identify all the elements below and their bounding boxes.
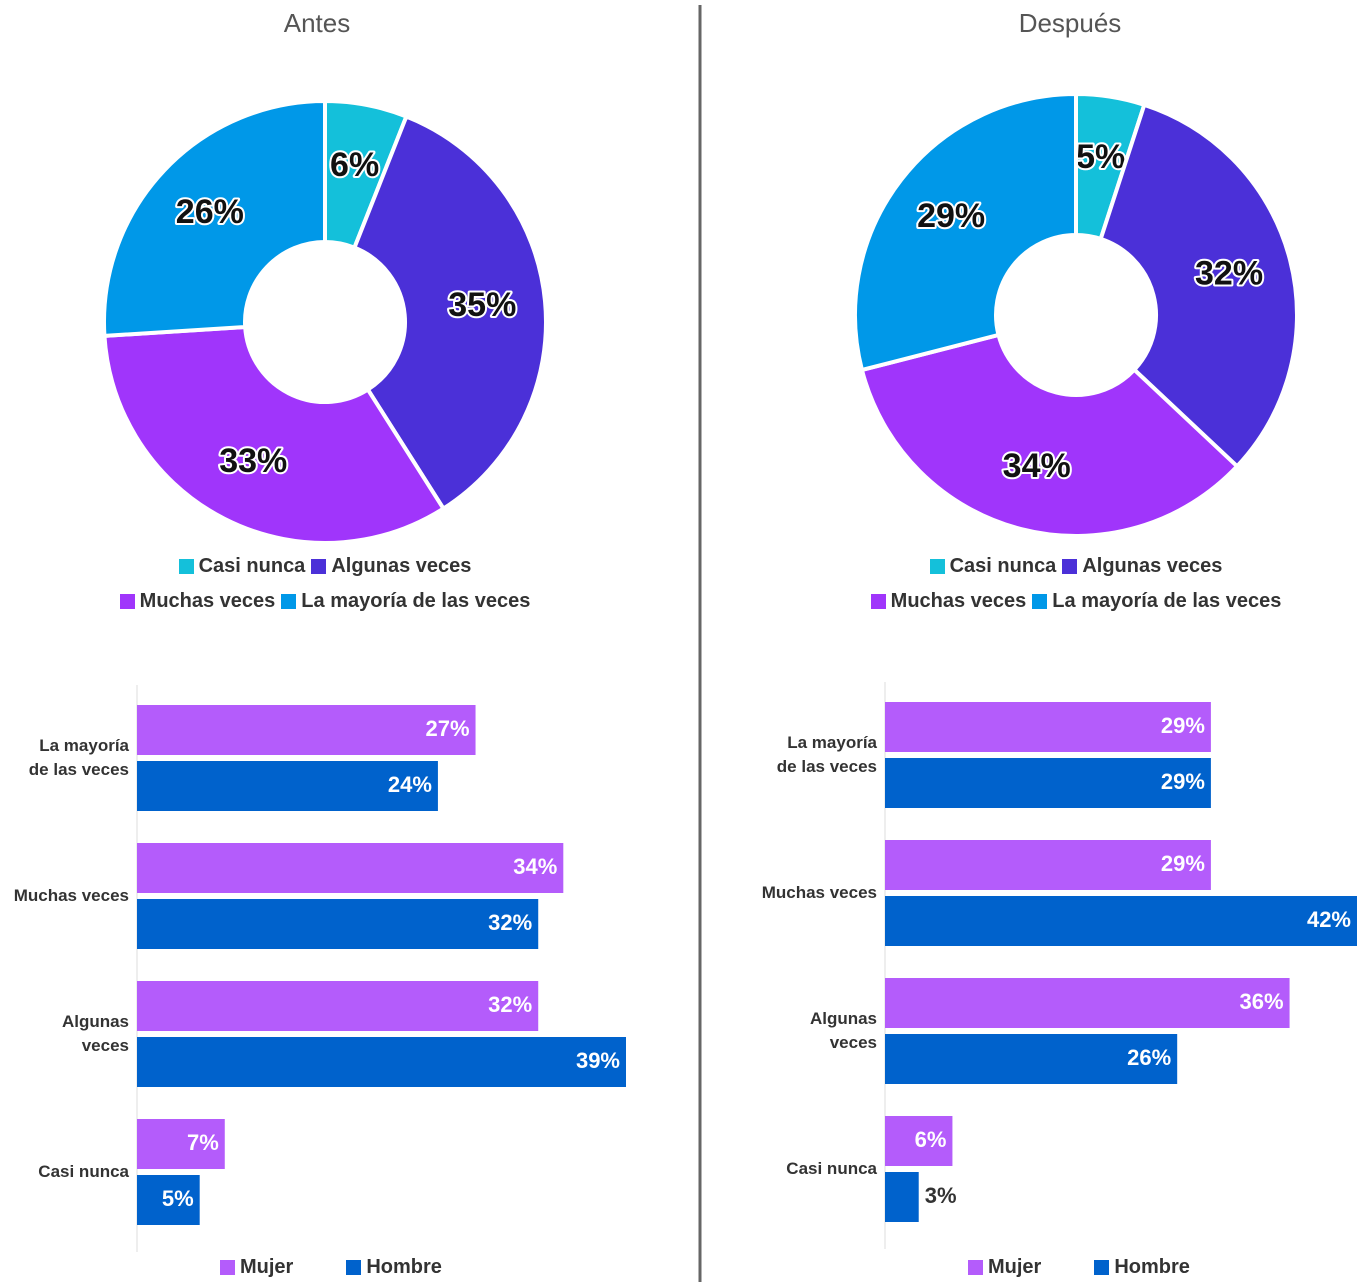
legend-swatch [929,559,945,574]
legend-item: La mayoría de las veces [281,590,530,613]
category-label: Casi nunca [38,1162,129,1181]
bar [137,981,539,1031]
bar-label: 26% [1127,1045,1171,1070]
bar [137,761,438,811]
legend-label: Casi nunca [198,555,306,577]
slice-label: 29% [917,197,985,235]
legend-swatch [1062,559,1078,574]
bar [137,1037,626,1087]
category-label: Algunas veces [809,1009,877,1052]
legend-item: Mujer [968,1256,1041,1279]
category-label: Muchas veces [761,883,877,902]
bar [885,702,1211,752]
category-label: La mayoría de las veces [776,733,877,776]
legend-label: Algunas veces [331,555,472,577]
category-label: Algunas veces [61,1012,129,1055]
bar-label: 3% [925,1183,957,1208]
chart-title: Después [1018,8,1122,38]
legend-swatch [346,1260,362,1275]
bar [885,758,1211,808]
donut-slice [853,91,1078,373]
legend-swatch [220,1260,235,1275]
legend-item: Mujer [220,1256,293,1279]
bar [885,1172,919,1222]
legend-item: Algunas veces [311,555,471,578]
bar [137,899,539,949]
legend-label: Hombre [366,1256,442,1278]
legend-label: Hombre [1114,1256,1190,1278]
donut-slice [102,98,327,338]
bar [885,840,1211,890]
bar [137,705,476,755]
bar [137,843,564,893]
slice-label: 6% [330,146,379,184]
legend-label: La mayoría de las veces [1052,590,1282,612]
bar [885,1116,953,1166]
bar-label: 24% [388,772,432,797]
slice-label: 34% [1003,447,1071,485]
slice-label: 33% [219,442,287,480]
bar-label: 7% [187,1130,219,1155]
category-label: Muchas veces [13,886,129,905]
bar-label: 29% [1161,769,1205,794]
bar [885,1034,1178,1084]
bar-label: 5% [162,1186,194,1211]
slice-label: 26% [176,193,244,231]
legend-swatch [311,559,327,574]
legend-label: Mujer [240,1256,294,1278]
legend-label: Mujer [988,1256,1042,1278]
legend: Casi nunca Algunas veces Muchas veces La ma… [75,555,575,613]
donut-slice [351,113,548,512]
legend-item: La mayoría de las veces [1032,590,1281,613]
bar-label: 39% [576,1048,620,1073]
bar [885,978,1290,1028]
legend-item: Muchas veces [870,590,1027,613]
category-label: Casi nunca [786,1159,877,1178]
slice-label: 32% [1195,255,1263,293]
bar [137,1175,200,1225]
legend: Mujer Hombre [965,1256,1240,1279]
bar [137,1119,225,1169]
legend-label: Muchas veces [890,590,1027,612]
legend-label: Casi nunca [949,555,1057,577]
bar-label: 36% [1240,989,1284,1014]
bar-label: 34% [513,854,557,879]
legend-item: Muchas veces [119,590,276,613]
bar-label: 32% [488,992,532,1017]
donut-slice [102,324,447,545]
donut-slice [1098,102,1299,470]
legend-label: Algunas veces [1082,555,1223,577]
chart-title: Antes [283,8,351,38]
legend-item: Hombre [346,1256,442,1279]
category-label: La mayoría de las veces [28,736,129,779]
legend-swatch [281,594,297,609]
bar-label: 32% [488,910,532,935]
legend-item: Hombre [1094,1256,1190,1279]
legend-swatch [968,1260,983,1275]
bar-label: 29% [1161,851,1205,876]
legend-item: Casi nunca [178,555,306,578]
donut-slice [859,332,1240,538]
legend-swatch [870,594,886,609]
slice-label: 35% [448,286,516,324]
legend-item: Algunas veces [1062,555,1222,578]
bar [885,896,1357,946]
legend-swatch [119,594,135,609]
legend-label: La mayoría de las veces [301,590,531,612]
slice-label: 5% [1076,138,1125,176]
legend-swatch [178,559,194,574]
bar-label: 29% [1161,713,1205,738]
bar-label: 27% [425,716,469,741]
bar-label: 42% [1307,907,1351,932]
legend-item: Casi nunca [929,555,1057,578]
legend: Casi nunca Algunas veces Muchas veces La ma… [826,555,1326,613]
legend-swatch [1032,594,1048,609]
legend-label: Muchas veces [139,590,276,612]
bar-label: 6% [915,1127,947,1152]
legend-swatch [1094,1260,1110,1275]
legend: Mujer Hombre [217,1256,492,1279]
